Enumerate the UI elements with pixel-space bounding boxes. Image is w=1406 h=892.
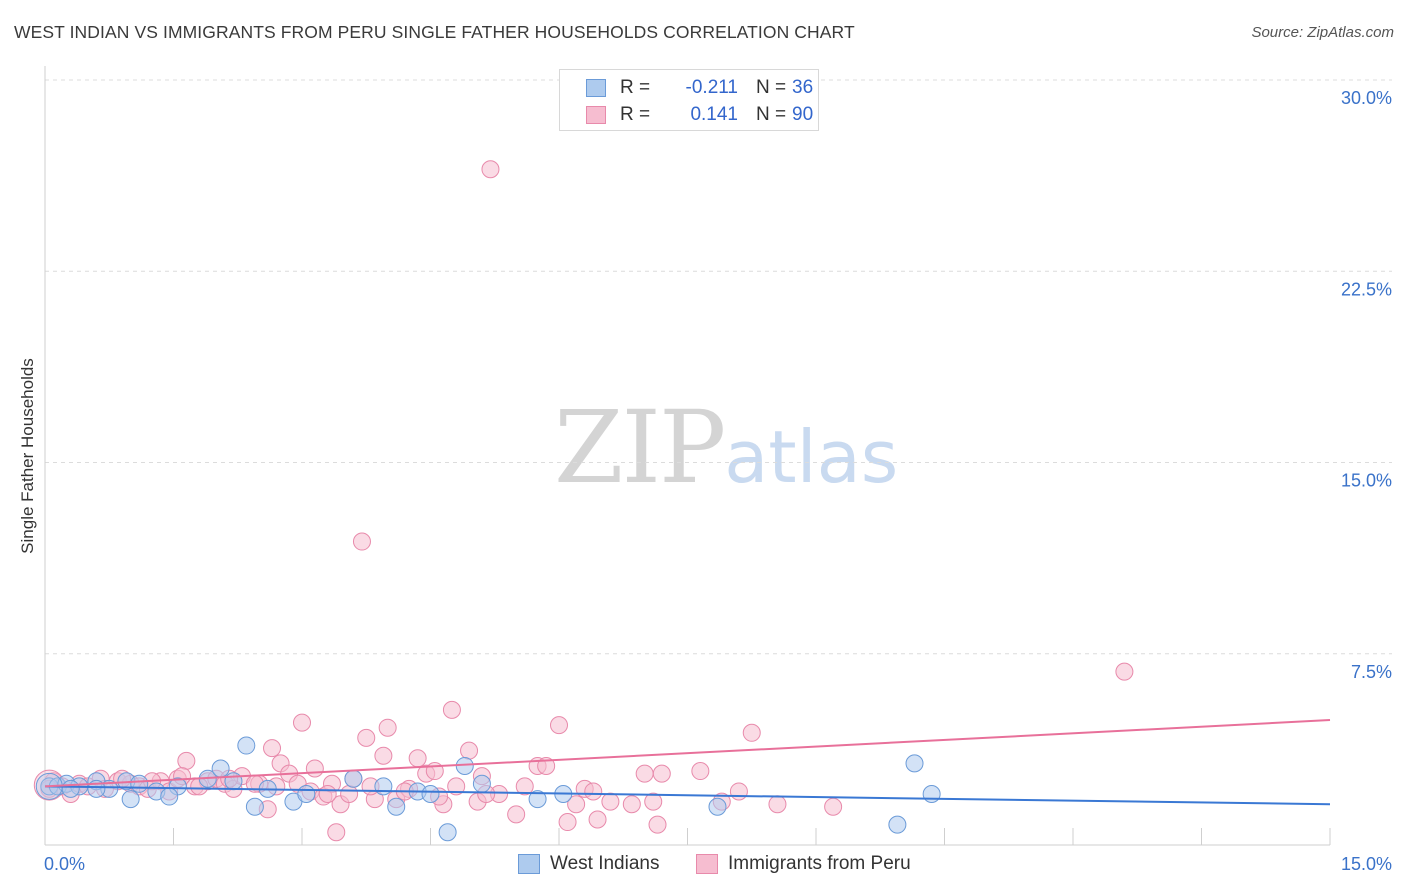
peru-point	[515, 777, 534, 796]
peru-point	[352, 532, 371, 551]
peru-point	[584, 782, 603, 801]
west-indian-point	[121, 790, 140, 809]
peru-point	[558, 813, 577, 832]
peru-point	[357, 728, 376, 747]
peru-point	[340, 785, 359, 803]
peru-point	[293, 713, 311, 732]
watermark-zip: ZIP	[554, 389, 726, 506]
peru-point	[408, 749, 427, 768]
correlation-legend: R = -0.211 N = 36 R = 0.141 N = 90	[559, 69, 819, 131]
peru-point	[691, 762, 710, 781]
west-indian-point	[211, 759, 230, 778]
peru-point	[652, 764, 671, 783]
tick-labels: 7.5% 15.0% 22.5% 30.0% 0.0% 15.0%	[44, 88, 1392, 874]
peru-point	[378, 718, 397, 737]
west-indian-point	[374, 777, 393, 796]
legend-n-value: 90	[792, 104, 814, 125]
bottom-legend-label: Immigrants from Peru	[728, 853, 911, 874]
west-indian-trend-line	[44, 785, 1331, 806]
west-indian-point	[708, 797, 727, 816]
west-indian-point	[245, 797, 264, 816]
peru-point	[263, 739, 282, 758]
peru-point	[635, 764, 654, 783]
legend-r-label: R =	[620, 77, 651, 98]
west-indian-point	[888, 815, 907, 834]
west-indian-point	[438, 823, 457, 842]
west-indian-point	[297, 785, 316, 803]
peru-point	[550, 716, 568, 735]
peru-point	[601, 792, 620, 811]
peru-point	[374, 746, 393, 765]
peru-point	[1115, 662, 1134, 681]
peru-point	[447, 777, 466, 796]
peru-point	[177, 751, 196, 770]
west-indian-point	[160, 787, 179, 806]
y-tick-label: 15.0%	[1341, 471, 1392, 491]
west-indian-point	[472, 774, 491, 793]
legend-swatch-pink	[586, 106, 606, 124]
bottom-legend-label: West Indians	[550, 853, 660, 874]
peru-point	[507, 805, 526, 824]
x-tick-label: 0.0%	[44, 854, 85, 874]
watermark: ZIPatlas	[554, 398, 898, 498]
peru-point	[824, 797, 843, 816]
west-indian-point	[421, 785, 440, 803]
peru-point	[622, 795, 641, 814]
peru-point	[318, 785, 337, 803]
gridlines	[45, 79, 1392, 655]
legend-n-label: N =	[756, 104, 787, 125]
west-indian-point	[61, 779, 80, 798]
peru-point	[481, 160, 500, 179]
legend-r-value: 0.141	[690, 104, 738, 125]
peru-point	[305, 759, 324, 778]
peru-point	[442, 700, 461, 719]
legend-r-value: -0.211	[685, 77, 738, 98]
peru-point	[460, 741, 479, 760]
bottom-legend-swatch-blue	[518, 854, 540, 874]
west-indian-point	[344, 769, 363, 788]
peru-point	[327, 823, 346, 842]
peru-point	[648, 815, 667, 834]
legend-r-label: R =	[620, 104, 651, 125]
axes	[44, 66, 1331, 846]
bottom-legend-swatch-pink	[696, 854, 718, 874]
source-label: Source: ZipAtlas.com	[1251, 24, 1394, 41]
west-indian-point	[130, 774, 149, 793]
peru-point	[742, 723, 761, 742]
peru-point	[588, 810, 607, 829]
y-tick-label: 7.5%	[1351, 662, 1392, 682]
west-indian-point	[922, 785, 941, 803]
trend-lines	[44, 719, 1331, 806]
peru-point	[567, 795, 586, 814]
legend-swatch-blue	[586, 79, 606, 97]
watermark-atlas: atlas	[724, 415, 899, 499]
x-tick-label: 15.0%	[1341, 854, 1392, 874]
peru-point	[644, 792, 663, 811]
y-tick-label: 30.0%	[1341, 88, 1392, 108]
west-indian-point	[387, 797, 406, 816]
y-tick-label: 22.5%	[1341, 279, 1392, 299]
chart-title: WEST INDIAN VS IMMIGRANTS FROM PERU SING…	[14, 22, 855, 42]
peru-point	[768, 795, 787, 814]
peru-point	[729, 782, 748, 801]
west-indian-point	[905, 754, 924, 773]
west-indian-point	[237, 736, 256, 755]
peru-trend-line	[44, 719, 1331, 788]
legend-n-value: 36	[792, 77, 814, 98]
west-indian-point	[528, 790, 547, 809]
legend-n-label: N =	[756, 77, 787, 98]
west-indian-point	[224, 772, 243, 791]
